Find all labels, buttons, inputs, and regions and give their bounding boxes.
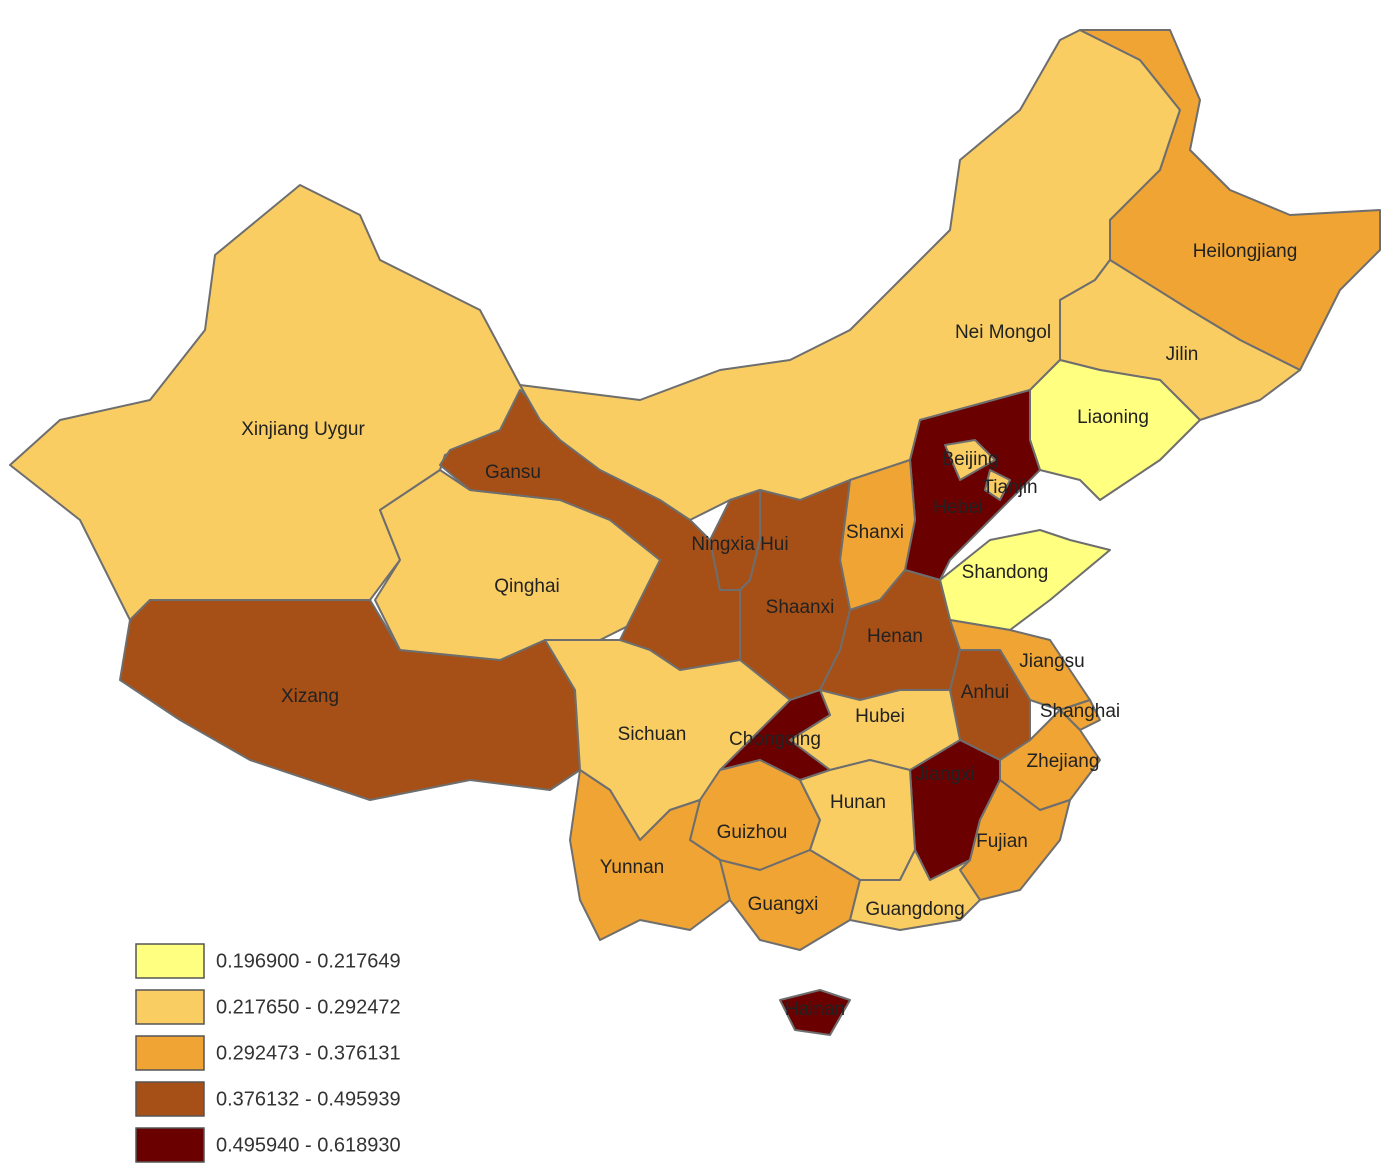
legend-label: 0.292473 - 0.376131 (216, 1042, 401, 1064)
province-label: Chongqing (729, 729, 821, 750)
legend: 0.196900 - 0.217649 0.217650 - 0.292472 0.… (135, 943, 401, 1163)
province-label: Zhejiang (1027, 751, 1100, 772)
legend-swatch (135, 989, 205, 1025)
province-label: Yunnan (600, 857, 664, 878)
province-label: Hunan (830, 792, 886, 813)
legend-label: 0.217650 - 0.292472 (216, 996, 401, 1018)
province-label: Sichuan (618, 724, 687, 745)
province-label: Ningxia Hui (691, 534, 788, 555)
province-region (849, 849, 981, 931)
labels: Xinjiang Uygur Xizang Qinghai Gansu Nei Mong… (241, 241, 1297, 1020)
legend-swatch (135, 1035, 205, 1071)
province-label: Hebei (933, 497, 983, 518)
province-label: Henan (867, 626, 923, 647)
province-label: Heilongjiang (1193, 241, 1298, 262)
province-region (1079, 29, 1381, 371)
province-label: Fujian (976, 831, 1028, 852)
province-label: Xinjiang Uygur (241, 419, 365, 440)
legend-swatch (135, 943, 205, 979)
province-label: Liaoning (1077, 407, 1149, 428)
province-label: Shaanxi (766, 597, 835, 618)
province-label: Qinghai (494, 576, 560, 597)
province-label: Shandong (962, 562, 1049, 583)
province-label: Tianjin (982, 477, 1037, 498)
province-label: Hubei (855, 706, 905, 727)
legend-swatch (135, 1127, 205, 1163)
legend-label: 0.376132 - 0.495939 (216, 1088, 401, 1110)
province-label: Guangdong (865, 899, 964, 920)
province-label: Beijing (941, 449, 998, 470)
province-label: Shanghai (1040, 701, 1120, 722)
legend-label: 0.495940 - 0.618930 (216, 1134, 401, 1156)
province-region (984, 469, 1011, 501)
legend-swatch (135, 1081, 205, 1117)
province-label: Shanxi (846, 522, 904, 543)
province-label: Hainan (785, 999, 845, 1020)
province-label: Xizang (281, 686, 339, 707)
province-label: Jiangsu (1019, 651, 1085, 672)
province-region (779, 989, 851, 1036)
province-label: Guangxi (748, 894, 819, 915)
province-label: Guizhou (717, 822, 788, 843)
province-region (959, 779, 1071, 901)
regions (9, 29, 1381, 1036)
province-label: Jiangxi (915, 764, 974, 785)
legend-label: 0.196900 - 0.217649 (216, 950, 401, 972)
province-label: Jilin (1166, 344, 1199, 365)
province-label: Gansu (485, 462, 541, 483)
province-region (944, 439, 996, 481)
province-label: Nei Mongol (955, 322, 1051, 343)
province-label: Anhui (961, 682, 1010, 703)
